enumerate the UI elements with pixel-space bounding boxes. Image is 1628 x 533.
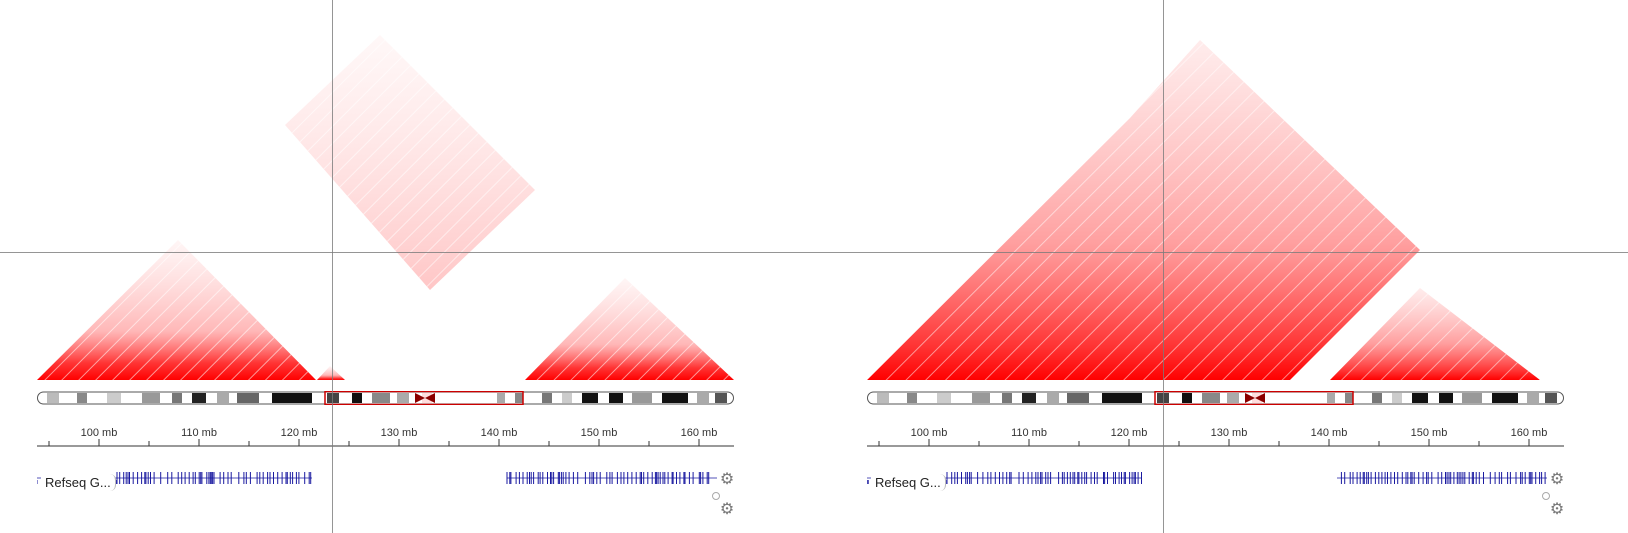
genomic-ruler: 100 mb 110 mb 120 mb 130 mb 140 mb 150 m… bbox=[867, 427, 1564, 447]
refseq-gene-track[interactable] bbox=[867, 470, 1564, 510]
gear-icon[interactable]: ⚙ bbox=[1549, 471, 1565, 488]
gear-icon[interactable]: ⚙ bbox=[719, 501, 735, 518]
gene-track-row: Refseq G... bbox=[37, 470, 734, 510]
ideogram-view-highlight[interactable] bbox=[324, 391, 524, 405]
ruler-tick-label: 100 mb bbox=[911, 427, 948, 439]
ruler-tick-label: 150 mb bbox=[581, 427, 618, 439]
refseq-gene-track[interactable] bbox=[37, 470, 734, 510]
contact-map-left[interactable] bbox=[0, 0, 800, 390]
ruler-tick-label: 130 mb bbox=[1211, 427, 1248, 439]
track-name-label[interactable]: Refseq G... bbox=[871, 474, 946, 491]
ruler-tick-label: 160 mb bbox=[681, 427, 718, 439]
ruler-tick-label: 150 mb bbox=[1411, 427, 1448, 439]
genomic-ruler: 100 mb 110 mb 120 mb 130 mb 140 mb 150 m… bbox=[37, 427, 734, 447]
crosshair-vertical bbox=[332, 0, 333, 533]
contact-triangle-texture bbox=[37, 240, 316, 380]
ruler-tick-label: 140 mb bbox=[481, 427, 518, 439]
track-scroll-indicator[interactable] bbox=[1542, 492, 1550, 500]
ideogram-view-highlight[interactable] bbox=[1154, 391, 1354, 405]
ruler-tick-label: 120 mb bbox=[1111, 427, 1148, 439]
ruler-tick-label: 130 mb bbox=[381, 427, 418, 439]
contact-offdiagonal-texture bbox=[285, 35, 535, 290]
ruler-tick-label: 110 mb bbox=[181, 427, 217, 439]
ruler-tick-label: 120 mb bbox=[281, 427, 318, 439]
contact-triangle-texture bbox=[1330, 288, 1540, 380]
right-panel: 100 mb 110 mb 120 mb 130 mb 140 mb 150 m… bbox=[830, 0, 1628, 533]
ruler-tick-label: 110 mb bbox=[1011, 427, 1047, 439]
ruler-tick-label: 160 mb bbox=[1511, 427, 1548, 439]
ruler-tick-label: 100 mb bbox=[81, 427, 118, 439]
chromosome-ideogram[interactable] bbox=[37, 391, 734, 405]
gear-icon[interactable]: ⚙ bbox=[719, 471, 735, 488]
contact-main-texture bbox=[867, 40, 1420, 380]
gear-icon[interactable]: ⚙ bbox=[1549, 501, 1565, 518]
ruler-tick-label: 140 mb bbox=[1311, 427, 1348, 439]
crosshair-horizontal bbox=[0, 252, 1628, 253]
track-scroll-indicator[interactable] bbox=[712, 492, 720, 500]
contact-map-right[interactable] bbox=[830, 0, 1628, 390]
gene-track-row: Refseq G... bbox=[867, 470, 1564, 510]
contact-fragment bbox=[317, 366, 345, 380]
crosshair-vertical bbox=[1163, 0, 1164, 533]
left-panel: 100 mb 110 mb 120 mb 130 mb 140 mb 150 m… bbox=[0, 0, 800, 533]
track-name-label[interactable]: Refseq G... bbox=[41, 474, 116, 491]
contact-triangle-texture bbox=[525, 278, 734, 380]
chromosome-ideogram[interactable] bbox=[867, 391, 1564, 405]
